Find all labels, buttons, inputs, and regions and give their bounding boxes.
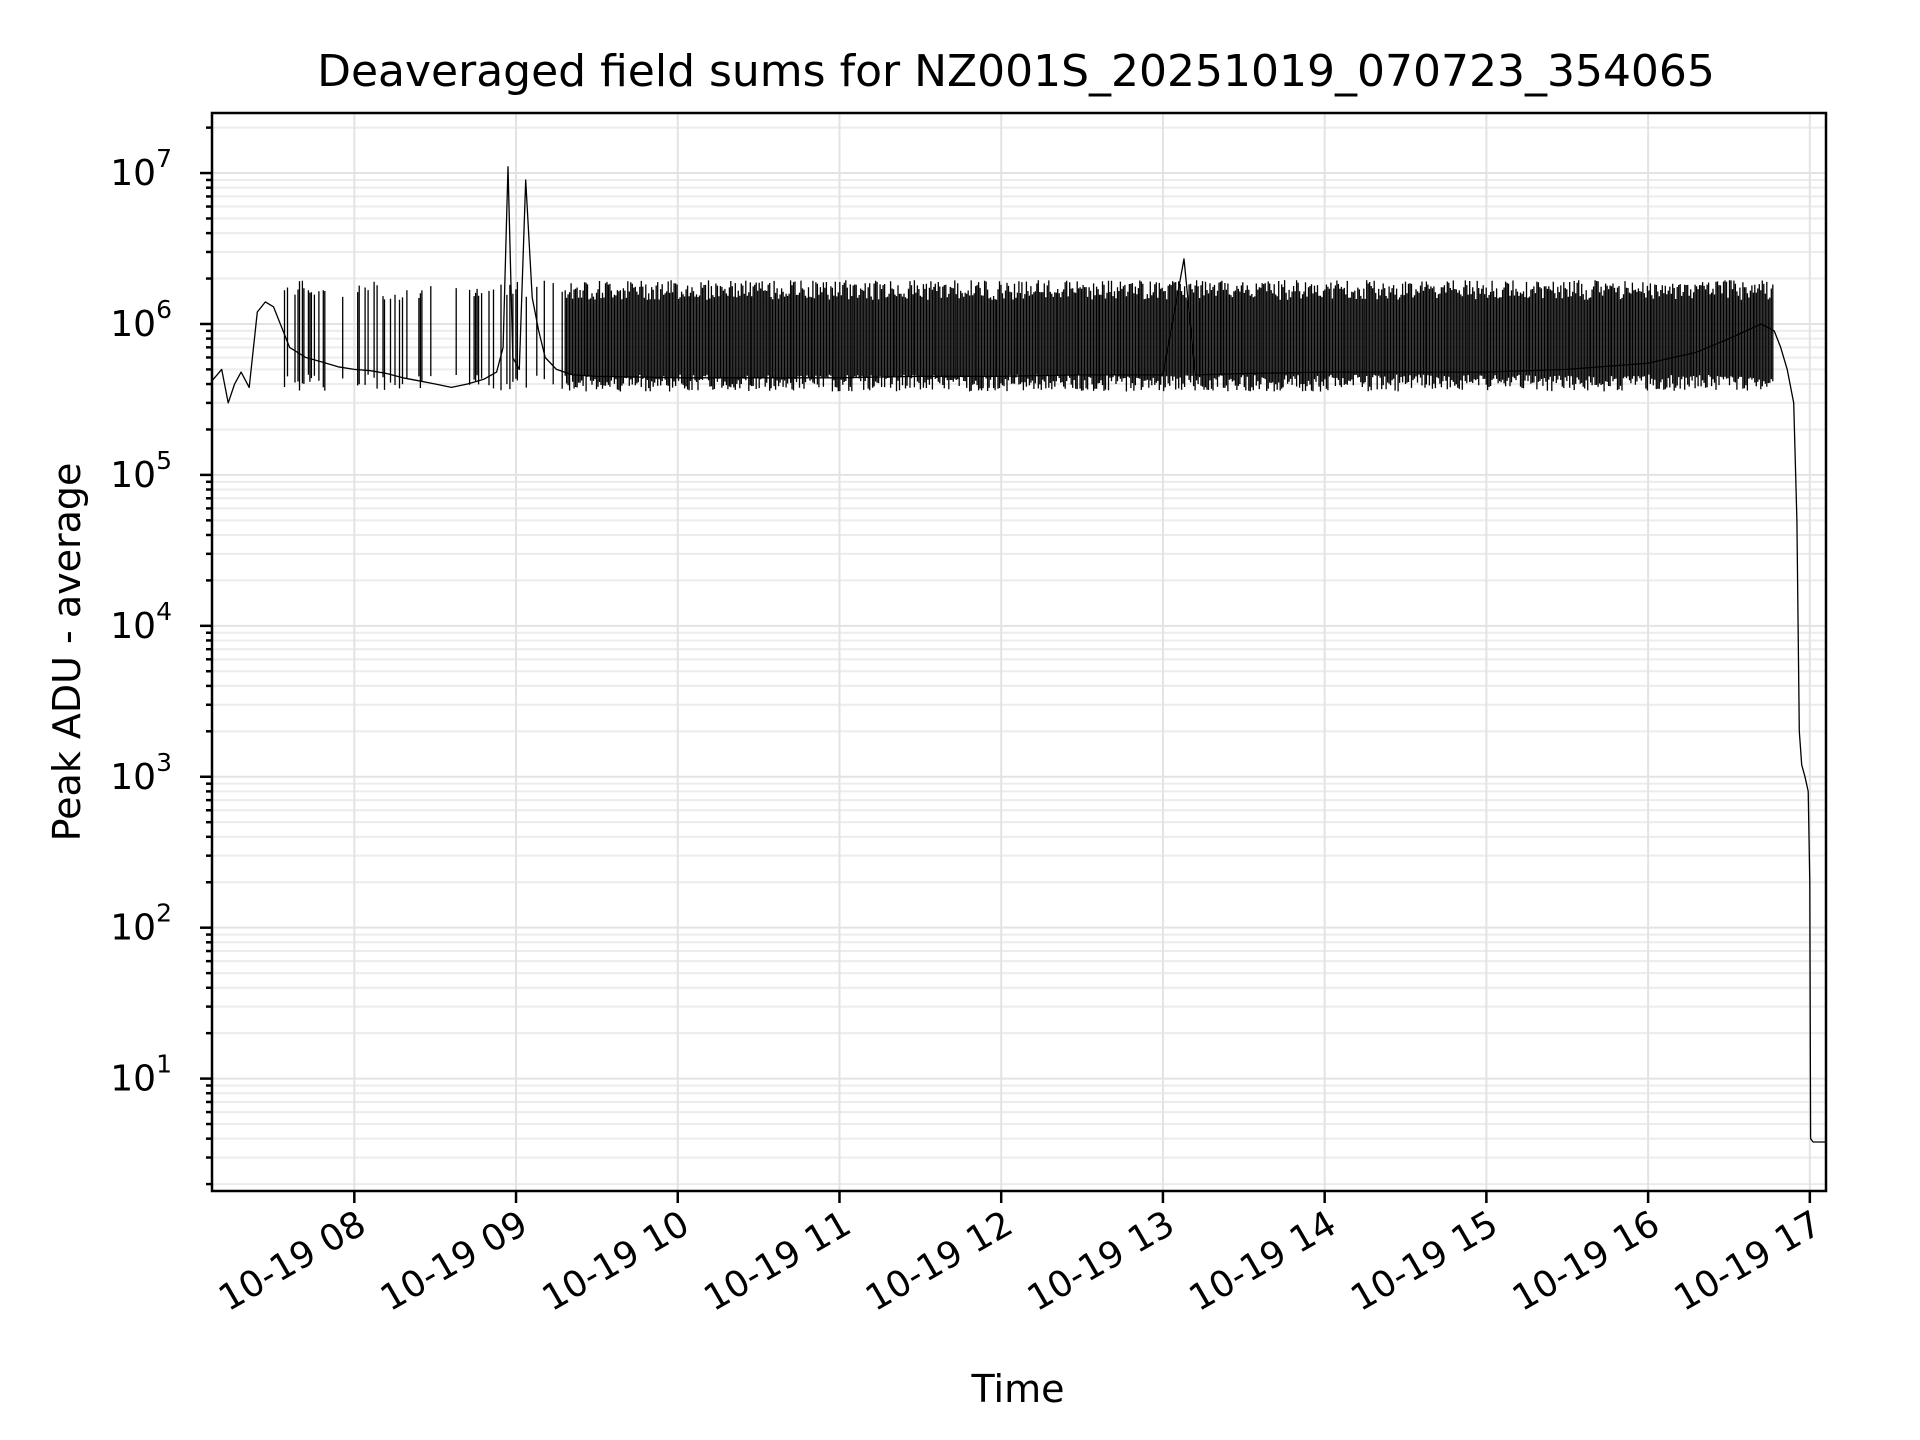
chart-title: Deaveraged field sums for NZ001S_2025101… <box>317 46 1715 97</box>
grid <box>212 113 1826 1191</box>
y-tick-label: 104 <box>110 597 172 647</box>
y-tick-label: 107 <box>110 144 172 194</box>
y-tick-label: 101 <box>110 1050 172 1100</box>
y-tick-label: 103 <box>110 748 172 798</box>
y-tick-label: 102 <box>110 899 172 949</box>
y-tick-label: 106 <box>110 295 172 345</box>
y-tick-label: 105 <box>110 446 172 496</box>
plot-frame <box>210 111 1828 1193</box>
series-layer <box>211 166 1826 1143</box>
y-axis-label: Peak ADU - average <box>45 463 89 842</box>
series-line-spikes <box>283 280 1774 392</box>
x-axis-label: Time <box>971 1367 1065 1411</box>
